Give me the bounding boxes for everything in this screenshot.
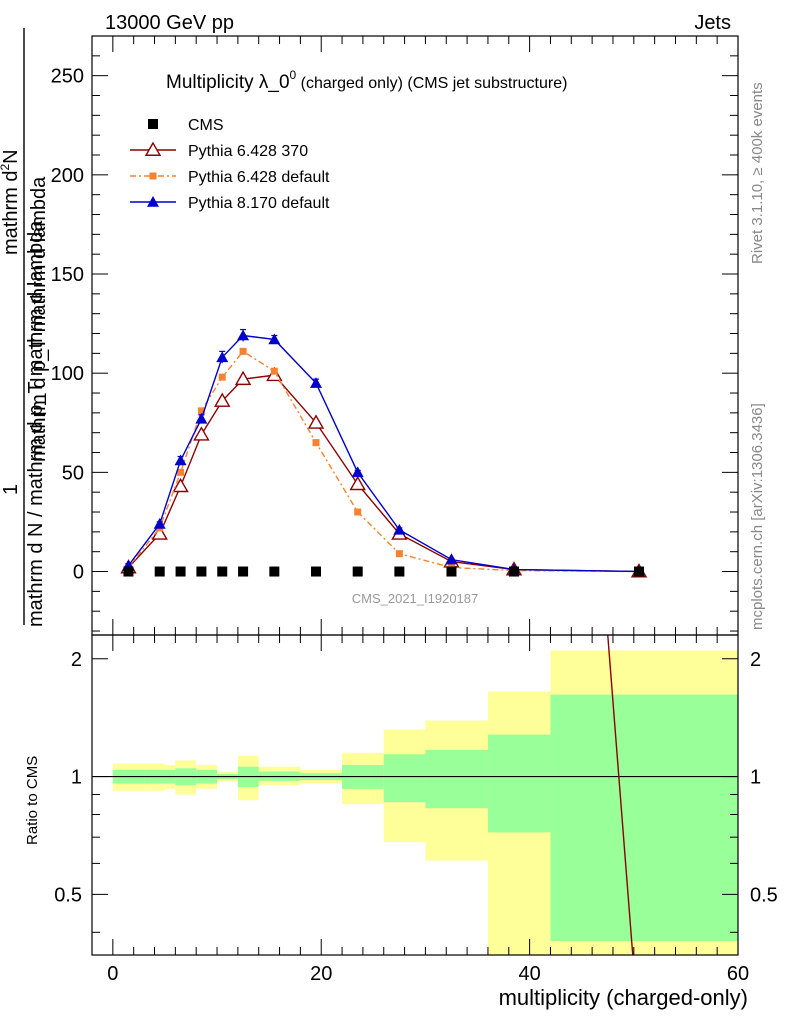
data-point-py6_370: [172, 477, 189, 493]
ylabel-frac: mathrm d2N: [0, 149, 22, 255]
x-tick-label: 20: [310, 963, 332, 985]
main-plot: 0 50 100 150 200 250 CMS Pythia 6.428 370 Pythia…: [51, 35, 739, 636]
chart-title-main: Multiplicity λ_0: [166, 72, 290, 93]
chart-title: Multiplicity λ_00 (charged only) (CMS je…: [166, 68, 567, 93]
data-point-py8: [216, 351, 229, 363]
data-point-py8: [393, 523, 406, 535]
data-point-py6_default: [354, 508, 362, 516]
ratio-line-py6_370: [607, 634, 634, 956]
ylabel-denominator: mathrm d N / mathrm d p_T mathrm d lambd…: [25, 220, 47, 627]
data-point-py6_370: [307, 414, 325, 429]
xlabel: multiplicity (charged-only): [499, 985, 748, 1010]
data-point-cms: [154, 566, 165, 577]
data-point-py6_default: [218, 373, 226, 381]
x-tick-label: 40: [518, 963, 540, 985]
rivet-label: Rivet 3.1.10, ≥ 400k events: [749, 82, 766, 264]
y-tick-label: 100: [51, 363, 84, 385]
chart-title-sup: 0: [290, 68, 297, 82]
x-tick-label: 60: [727, 963, 749, 985]
ratio-plot: 0.5 0.51 12 20 20 40 60: [54, 634, 778, 985]
ratio-y-tick-label: 0.5: [54, 884, 82, 906]
band-inner: [383, 754, 426, 803]
data-point-cms: [269, 566, 280, 577]
series-line-py6_default: [127, 350, 640, 573]
labels: 13000 GeV pp Jets Rivet 3.1.10, ≥ 400k e…: [0, 12, 766, 1010]
data-point-cms: [446, 566, 457, 577]
data-point-py6_default: [177, 468, 185, 476]
data-point-py8: [351, 466, 364, 478]
data-point-py6_370: [234, 370, 252, 386]
chart-title-sub: (charged only) (CMS jet substructure): [296, 75, 567, 92]
band-inner: [550, 694, 738, 942]
data-point-cms: [123, 566, 134, 577]
data-point-py8: [445, 553, 458, 565]
legend-marker-py6_default: [149, 172, 157, 180]
legend-label-cms: CMS: [188, 117, 224, 134]
header-right: Jets: [694, 12, 731, 34]
ylabel-frac-sup: 2: [0, 164, 12, 171]
legend-label-py6_default: Pythia 6.428 default: [188, 169, 330, 186]
ylabel-frac-num: mathrm d: [0, 171, 22, 255]
y-tick-label: 150: [51, 264, 84, 286]
data-point-py8: [195, 412, 208, 424]
data-point-py6_default: [270, 367, 278, 375]
band-inner: [487, 734, 551, 833]
data-point-py6_default: [395, 550, 403, 558]
ratio-y-tick-label-right: 1: [750, 767, 761, 789]
data-point-py8: [237, 329, 250, 341]
y-tick-label: 250: [51, 66, 84, 88]
data-point-py8: [268, 333, 281, 345]
series-line-py8: [127, 334, 640, 573]
data-point-cms: [238, 566, 249, 577]
ylabel-top: 1: [0, 484, 22, 495]
watermark: CMS_2021_I1920187: [352, 591, 479, 606]
ylabel-frac-tail: N: [0, 149, 22, 163]
legend-label-py8: Pythia 8.170 default: [188, 195, 330, 212]
data-point-cms: [217, 566, 228, 577]
ratio-y-tick-label: 1: [71, 767, 82, 789]
y-tick-label: 0: [73, 562, 84, 584]
data-point-cms: [394, 566, 405, 577]
ratio-y-tick-label-right: 0.5: [750, 884, 778, 906]
data-point-cms: [634, 566, 645, 577]
data-point-py8: [174, 454, 187, 466]
data-point-py6_370: [214, 392, 231, 407]
data-point-cms: [352, 566, 363, 577]
ratio-y-tick-label-right: 2: [750, 649, 761, 671]
legend-marker-py6_370: [144, 141, 162, 156]
data-point-cms: [508, 566, 519, 577]
y-tick-label: 50: [62, 462, 84, 484]
legend-marker-cms: [148, 119, 158, 129]
series-line-py6_370: [127, 374, 640, 573]
y-tick-label: 200: [51, 165, 84, 187]
ratio-frame: [91, 634, 739, 956]
data-point-py6_370: [193, 426, 210, 441]
data-point-py6_default: [197, 407, 205, 415]
band-inner: [425, 749, 488, 809]
data-point-cms: [196, 566, 207, 577]
mcplots-label: mcplots.cern.ch [arXiv:1306.3436]: [749, 403, 766, 630]
legend-marker-py8: [147, 196, 159, 207]
x-tick-label: 0: [107, 963, 118, 985]
data-point-py6_default: [312, 439, 320, 447]
data-point-py6_default: [239, 347, 247, 355]
ratio-ylabel: Ratio to CMS: [24, 756, 41, 845]
data-point-py8: [310, 377, 323, 388]
ratio-y-tick-label: 2: [71, 649, 82, 671]
data-point-py8: [153, 517, 166, 529]
data-point-py6_370: [349, 475, 366, 491]
data-point-cms: [311, 566, 322, 577]
legend-label-py6_370: Pythia 6.428 370: [188, 143, 308, 160]
ylabel-numerator: mathrm d p_T mathrm d lambda: [28, 176, 50, 462]
header-left: 13000 GeV pp: [105, 12, 234, 34]
data-point-cms: [175, 566, 186, 577]
